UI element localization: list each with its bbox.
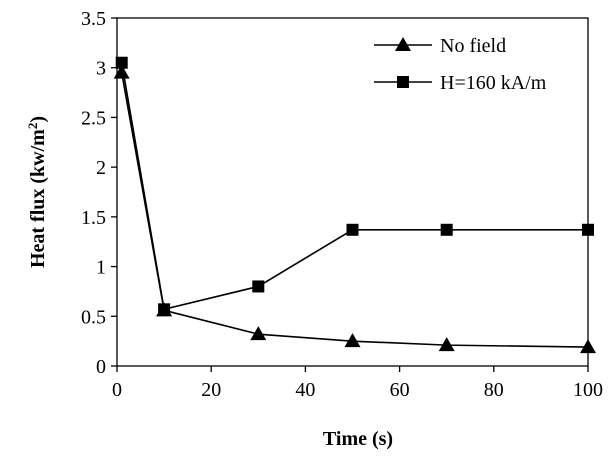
y-tick-label: 1 bbox=[96, 257, 106, 279]
y-tick-label: 0 bbox=[96, 356, 106, 378]
ticks: 0 20 40 60 80 100 0 0.5 1 1.5 2 2.5 3 3.5 bbox=[81, 8, 603, 401]
plot-area-frame bbox=[116, 17, 589, 367]
y-tick-label: 3.5 bbox=[81, 8, 106, 30]
y-tick-label: 2 bbox=[96, 157, 106, 179]
y-axis-title-superscript: 2 bbox=[25, 123, 40, 130]
y-tick-label: 1.5 bbox=[81, 207, 106, 229]
series-line-h160 bbox=[120, 62, 588, 311]
data-point-triangle bbox=[250, 326, 267, 341]
x-tick-label: 100 bbox=[573, 379, 603, 401]
data-point-square bbox=[346, 223, 359, 236]
legend-label: H=160 kA/m bbox=[440, 72, 547, 94]
y-axis-title-close: ) bbox=[27, 116, 49, 123]
series-no-field bbox=[113, 64, 596, 354]
data-point-triangle bbox=[113, 64, 130, 79]
series-h160 bbox=[115, 56, 594, 316]
data-point-triangle bbox=[344, 333, 361, 348]
legend-label: No field bbox=[440, 35, 506, 57]
data-point-square bbox=[252, 280, 265, 293]
data-point-square bbox=[582, 223, 594, 236]
x-tick-label: 80 bbox=[484, 379, 504, 401]
y-tick-label: 3 bbox=[96, 58, 106, 80]
data-point-square bbox=[115, 56, 128, 69]
x-tick-label: 0 bbox=[112, 379, 122, 401]
x-tick-label: 20 bbox=[201, 379, 221, 401]
legend-entry-no-field: No field bbox=[374, 35, 506, 57]
data-point-triangle bbox=[580, 339, 596, 354]
data-point-square bbox=[440, 223, 453, 236]
data-point-square bbox=[158, 303, 171, 316]
legend-marker-triangle bbox=[395, 37, 411, 51]
legend: No field H=160 kA/m bbox=[374, 35, 547, 94]
y-axis-title: Heat flux (kw/m2) bbox=[25, 116, 50, 268]
x-tick-label: 40 bbox=[295, 379, 315, 401]
data-point-triangle bbox=[438, 337, 455, 352]
axes bbox=[116, 17, 589, 367]
y-axis-title-main: Heat flux (kw/m bbox=[27, 129, 49, 268]
legend-marker-square bbox=[397, 76, 409, 88]
legend-entry-h160: H=160 kA/m bbox=[374, 72, 547, 94]
x-tick-label: 60 bbox=[390, 379, 410, 401]
series-group bbox=[113, 56, 596, 354]
x-axis-title: Time (s) bbox=[323, 428, 393, 450]
series-line-no-field bbox=[120, 72, 589, 348]
y-tick-label: 2.5 bbox=[81, 107, 106, 129]
y-tick-label: 0.5 bbox=[81, 306, 106, 328]
